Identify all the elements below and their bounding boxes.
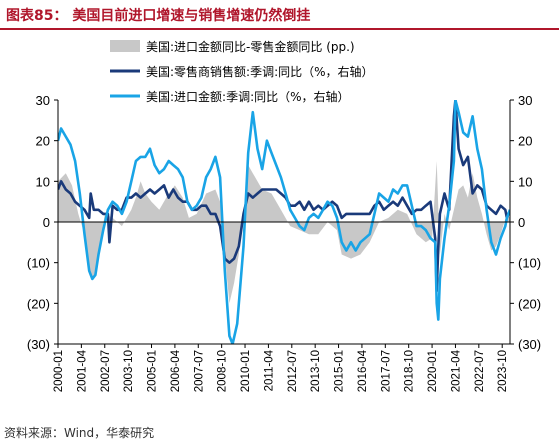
y-left-tick-label: (30): [27, 337, 50, 352]
title-rule: [0, 28, 559, 30]
y-left-tick-label: 0: [43, 215, 50, 230]
x-tick-label: 2008-10: [217, 350, 229, 392]
x-tick-label: 2022-07: [474, 350, 486, 392]
plot-area: [58, 100, 510, 344]
x-tick-label: 2023-10: [497, 350, 509, 392]
legend-swatch-0: [110, 40, 140, 52]
y-left-tick-label: 30: [36, 93, 50, 108]
source-note: 资料来源：Wind，华泰研究: [4, 426, 155, 440]
x-tick-label: 2001-04: [76, 349, 88, 392]
series-2-line: [58, 100, 510, 344]
x-tick-label: 2003-10: [123, 350, 135, 392]
x-tick-label: 2017-07: [380, 350, 392, 392]
y-right-tick-label: 30: [518, 93, 532, 108]
x-tick-label: 2002-07: [100, 350, 112, 392]
legend-label-0: 美国:进口金额同比-零售金额同比 (pp.): [146, 39, 355, 54]
legend: 美国:进口金额同比-零售金额同比 (pp.) 美国:零售商销售额:季调:同比（%，…: [110, 39, 374, 104]
y-left-tick-label: 10: [36, 174, 50, 189]
y-left-tick-label: (20): [27, 296, 50, 311]
figure-title: 图表85： 美国目前进口增速与销售增速仍然倒挂: [6, 8, 311, 24]
x-tick-label: 2018-10: [404, 350, 416, 392]
x-tick-label: 2015-01: [334, 350, 346, 392]
y-right-tick-label: (20): [518, 296, 541, 311]
y-left-tick-label: 20: [36, 134, 50, 149]
y-right-tick-label: (30): [518, 337, 541, 352]
x-tick-label: 2010-01: [240, 350, 252, 392]
x-tick-label: 2007-07: [193, 350, 205, 392]
x-tick-label: 2006-04: [170, 349, 182, 392]
x-tick-label: 2016-04: [357, 349, 369, 392]
x-tick-label: 2005-01: [147, 350, 159, 392]
y-right-tick-label: 0: [518, 215, 525, 230]
x-tick-label: 2020-01: [427, 350, 439, 392]
x-tick-label: 2012-07: [287, 350, 299, 392]
legend-label-1: 美国:零售商销售额:季调:同比（%，右轴）: [146, 64, 374, 79]
x-tick-label: 2013-10: [310, 350, 322, 392]
x-tick-label: 2000-01: [53, 350, 65, 392]
legend-label-2: 美国:进口金额:季调:同比（%，右轴）: [146, 89, 350, 104]
x-tick-label: 2021-04: [450, 349, 462, 392]
y-right-tick-label: 10: [518, 174, 532, 189]
x-tick-label: 2011-04: [263, 349, 275, 391]
y-right-tick-label: 20: [518, 134, 532, 149]
axes: 3020100(10)(20)(30)3020100(10)(20)(30)20…: [27, 93, 541, 392]
series-0-area: [58, 161, 510, 304]
y-right-tick-label: (10): [518, 256, 541, 271]
y-left-tick-label: (10): [27, 256, 50, 271]
